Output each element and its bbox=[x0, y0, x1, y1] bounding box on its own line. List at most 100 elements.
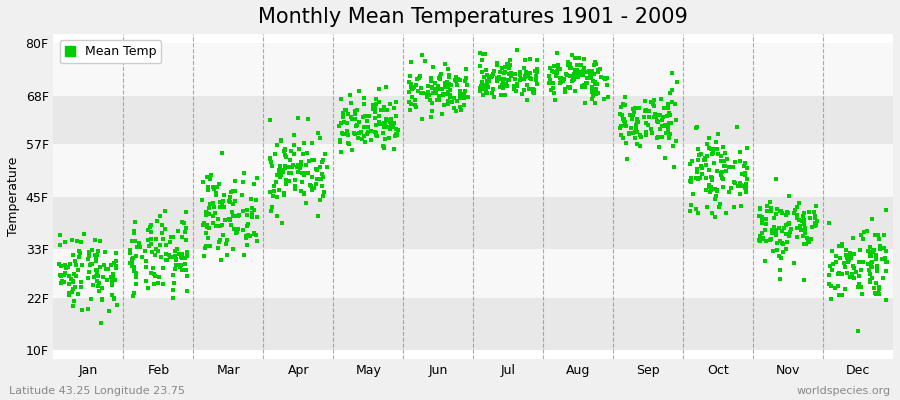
Point bbox=[577, 65, 591, 72]
Point bbox=[550, 50, 564, 56]
Point bbox=[81, 255, 95, 262]
Point bbox=[430, 97, 445, 103]
Point bbox=[576, 72, 590, 78]
Point bbox=[376, 124, 391, 130]
Point bbox=[217, 204, 231, 211]
Point bbox=[752, 233, 767, 239]
Point bbox=[376, 130, 391, 136]
Point bbox=[239, 212, 254, 218]
Point bbox=[558, 86, 572, 93]
Point bbox=[209, 192, 223, 199]
Point bbox=[390, 131, 404, 138]
Point bbox=[872, 290, 886, 297]
Point bbox=[428, 88, 443, 95]
Point bbox=[267, 188, 282, 194]
Point bbox=[655, 123, 670, 130]
Point bbox=[139, 264, 153, 270]
Point bbox=[777, 224, 791, 231]
Point bbox=[318, 150, 332, 157]
Point bbox=[800, 235, 814, 242]
Point bbox=[765, 226, 779, 233]
Point bbox=[844, 273, 859, 280]
Point bbox=[878, 232, 892, 238]
Point bbox=[389, 99, 403, 105]
Point bbox=[784, 226, 798, 232]
Point bbox=[512, 72, 526, 79]
Point bbox=[284, 148, 299, 154]
Point bbox=[650, 135, 664, 142]
Point bbox=[702, 167, 716, 173]
Point bbox=[778, 231, 793, 238]
Point bbox=[618, 122, 633, 128]
Point bbox=[279, 180, 293, 187]
Point bbox=[652, 144, 666, 150]
Point bbox=[482, 74, 496, 80]
Point bbox=[822, 272, 836, 278]
Point bbox=[313, 164, 328, 170]
Point bbox=[690, 156, 705, 163]
Point bbox=[62, 273, 77, 279]
Point bbox=[89, 258, 104, 264]
Point bbox=[151, 274, 166, 280]
Point bbox=[714, 170, 728, 176]
Point bbox=[239, 222, 254, 229]
Point bbox=[316, 157, 330, 163]
Point bbox=[270, 142, 284, 148]
Point bbox=[374, 107, 388, 113]
Point bbox=[91, 272, 105, 279]
Point bbox=[631, 105, 645, 111]
Point bbox=[406, 85, 420, 92]
Point bbox=[562, 61, 576, 68]
Point bbox=[797, 228, 812, 234]
Point bbox=[89, 267, 104, 273]
Point bbox=[851, 328, 866, 334]
Point bbox=[584, 74, 598, 80]
Point bbox=[453, 95, 467, 102]
Point bbox=[140, 278, 154, 284]
Point bbox=[710, 151, 724, 157]
Point bbox=[224, 189, 238, 195]
Point bbox=[75, 307, 89, 313]
Point bbox=[574, 82, 589, 89]
Point bbox=[336, 114, 350, 120]
Point bbox=[296, 170, 310, 176]
Point bbox=[58, 279, 72, 285]
Point bbox=[236, 227, 250, 233]
Point bbox=[568, 88, 582, 94]
Point bbox=[104, 262, 119, 268]
Point bbox=[287, 177, 302, 184]
Point bbox=[263, 155, 277, 162]
Point bbox=[733, 191, 747, 197]
Point bbox=[173, 264, 187, 270]
Point bbox=[495, 82, 509, 88]
Point bbox=[823, 263, 837, 270]
Point bbox=[512, 77, 526, 84]
Point bbox=[220, 251, 235, 258]
Point bbox=[574, 83, 589, 90]
Point bbox=[68, 273, 83, 279]
Point bbox=[198, 209, 212, 215]
Point bbox=[449, 74, 464, 80]
Point bbox=[161, 252, 176, 258]
Point bbox=[198, 245, 212, 251]
Point bbox=[551, 65, 565, 71]
Point bbox=[629, 124, 643, 130]
Point bbox=[68, 262, 83, 269]
Point bbox=[840, 270, 854, 276]
Point bbox=[146, 265, 160, 272]
Point bbox=[384, 120, 399, 126]
Point bbox=[372, 113, 386, 119]
Point bbox=[570, 67, 584, 73]
Point bbox=[101, 266, 115, 272]
Point bbox=[831, 282, 845, 289]
Point bbox=[778, 222, 793, 228]
Point bbox=[585, 84, 599, 91]
Point bbox=[782, 233, 796, 240]
Point bbox=[526, 90, 541, 96]
Point bbox=[332, 123, 347, 129]
Point bbox=[57, 272, 71, 278]
Point bbox=[542, 72, 556, 79]
Point bbox=[167, 248, 182, 254]
Point bbox=[801, 239, 815, 245]
Point bbox=[683, 179, 698, 186]
